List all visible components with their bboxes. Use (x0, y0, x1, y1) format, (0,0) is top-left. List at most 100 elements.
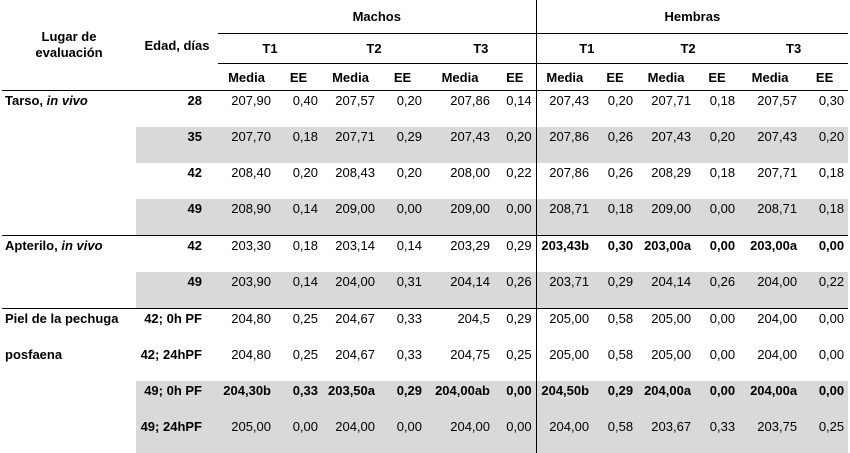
lugar-cell: posfaena (2, 345, 136, 381)
ee-value: 0,22 (494, 163, 536, 199)
media-value: 204,50b (536, 381, 593, 417)
ee-value: 0,58 (593, 345, 637, 381)
lugar-text: posfaena (5, 347, 62, 362)
media-value: 207,90 (218, 91, 275, 128)
lugar-cell (2, 163, 136, 199)
treatment-header: T1 (536, 34, 637, 64)
media-value: 204,5 (426, 309, 494, 346)
hembras-header: Hembras (536, 0, 848, 34)
ee-header: EE (379, 64, 426, 91)
media-value: 204,75 (426, 345, 494, 381)
ee-value: 0,14 (275, 199, 322, 236)
ee-value: 0,18 (275, 127, 322, 163)
table-header: Lugar de evaluación Edad, días Machos He… (2, 0, 848, 91)
edad-cell: 49; 0h PF (136, 381, 218, 417)
media-value: 207,86 (536, 163, 593, 199)
ee-value: 0,00 (494, 417, 536, 453)
media-value: 209,00 (637, 199, 695, 236)
ee-value: 0,20 (801, 127, 848, 163)
media-value: 204,67 (322, 309, 379, 346)
edad-cell: 28 (136, 91, 218, 128)
media-value: 208,71 (536, 199, 593, 236)
ee-value: 0,14 (275, 272, 322, 309)
media-value: 207,70 (218, 127, 275, 163)
ee-value: 0,20 (379, 91, 426, 128)
media-header: Media (536, 64, 593, 91)
edad-header: Edad, días (136, 0, 218, 91)
ee-value: 0,00 (801, 381, 848, 417)
media-value: 204,00a (637, 381, 695, 417)
media-value: 207,71 (637, 91, 695, 128)
media-value: 204,00 (426, 417, 494, 453)
media-value: 203,71 (536, 272, 593, 309)
media-value: 203,14 (322, 236, 379, 273)
ee-value: 0,20 (593, 91, 637, 128)
ee-value: 0,22 (801, 272, 848, 309)
media-value: 208,29 (637, 163, 695, 199)
ee-value: 0,25 (494, 345, 536, 381)
media-value: 207,43 (426, 127, 494, 163)
ee-value: 0,25 (801, 417, 848, 453)
media-value: 207,86 (536, 127, 593, 163)
media-value: 207,57 (322, 91, 379, 128)
media-value: 204,67 (322, 345, 379, 381)
media-value: 208,43 (322, 163, 379, 199)
ee-value: 0,20 (275, 163, 322, 199)
treatment-header: T3 (426, 34, 536, 64)
ee-value: 0,20 (494, 127, 536, 163)
media-value: 208,90 (218, 199, 275, 236)
ee-value: 0,26 (494, 272, 536, 309)
media-value: 204,80 (218, 309, 275, 346)
lugar-cell (2, 417, 136, 453)
ee-value: 0,14 (494, 91, 536, 128)
media-value: 205,00 (637, 345, 695, 381)
ee-value: 0,18 (275, 236, 322, 273)
ee-value: 0,00 (379, 417, 426, 453)
ee-value: 0,00 (494, 199, 536, 236)
lugar-cell (2, 272, 136, 309)
ee-value: 0,00 (695, 381, 739, 417)
media-value: 203,67 (637, 417, 695, 453)
media-value: 209,00 (426, 199, 494, 236)
media-value: 203,30 (218, 236, 275, 273)
ee-value: 0,18 (695, 163, 739, 199)
ee-value: 0,00 (801, 309, 848, 346)
lugar-italic-text: in vivo (61, 238, 102, 253)
ee-header: EE (275, 64, 322, 91)
lugar-header-line1: Lugar de (42, 29, 97, 44)
media-value: 207,43 (536, 91, 593, 128)
media-value: 204,00ab (426, 381, 494, 417)
media-value: 207,57 (739, 91, 801, 128)
media-value: 208,71 (739, 199, 801, 236)
lugar-cell: Tarso, in vivo (2, 91, 136, 128)
media-value: 207,71 (739, 163, 801, 199)
ee-value: 0,58 (593, 417, 637, 453)
ee-value: 0,30 (593, 236, 637, 273)
media-value: 204,00 (739, 272, 801, 309)
media-header: Media (426, 64, 494, 91)
ee-value: 0,40 (275, 91, 322, 128)
media-header: Media (218, 64, 275, 91)
ee-value: 0,00 (695, 345, 739, 381)
treatment-header: T2 (322, 34, 426, 64)
ee-value: 0,00 (379, 199, 426, 236)
ee-header: EE (494, 64, 536, 91)
ee-value: 0,26 (695, 272, 739, 309)
ee-value: 0,58 (593, 309, 637, 346)
media-value: 204,00 (536, 417, 593, 453)
media-value: 204,14 (426, 272, 494, 309)
lugar-cell: Apterilo, in vivo (2, 236, 136, 273)
ee-value: 0,14 (379, 236, 426, 273)
treatment-header: T1 (218, 34, 322, 64)
ee-value: 0,29 (593, 381, 637, 417)
media-value: 203,50a (322, 381, 379, 417)
media-value: 203,75 (739, 417, 801, 453)
